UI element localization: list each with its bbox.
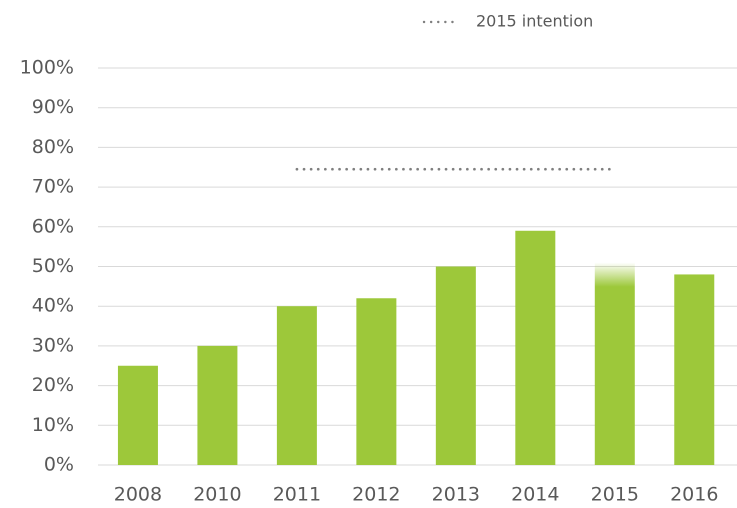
y-tick-label: 0% xyxy=(44,454,74,476)
x-tick-label: 2016 xyxy=(670,484,718,506)
x-tick-label: 2010 xyxy=(193,484,241,506)
y-tick-label: 60% xyxy=(32,215,74,237)
y-tick-label: 80% xyxy=(32,136,74,158)
y-tick-label: 30% xyxy=(32,334,74,356)
y-tick-label: 50% xyxy=(32,255,74,277)
y-tick-label: 20% xyxy=(32,374,74,396)
bar xyxy=(356,298,397,465)
x-tick-label: 2008 xyxy=(114,484,162,506)
x-tick-label: 2015 xyxy=(591,484,639,506)
bar xyxy=(117,365,158,465)
y-tick-label: 10% xyxy=(32,414,74,436)
x-tick-label: 2014 xyxy=(511,484,559,506)
y-tick-label: 40% xyxy=(32,295,74,317)
y-tick-label: 70% xyxy=(32,176,74,198)
bar xyxy=(276,306,317,465)
y-tick-label: 90% xyxy=(32,96,74,118)
bar xyxy=(435,266,476,465)
y-tick-label: 100% xyxy=(20,57,74,79)
bar xyxy=(197,345,238,465)
bar xyxy=(515,230,556,465)
legend-label: 2015 intention xyxy=(476,12,593,31)
x-tick-label: 2011 xyxy=(273,484,321,506)
bar xyxy=(594,262,635,465)
x-tick-label: 2013 xyxy=(432,484,480,506)
x-tick-label: 2012 xyxy=(352,484,400,506)
bar xyxy=(674,274,715,465)
